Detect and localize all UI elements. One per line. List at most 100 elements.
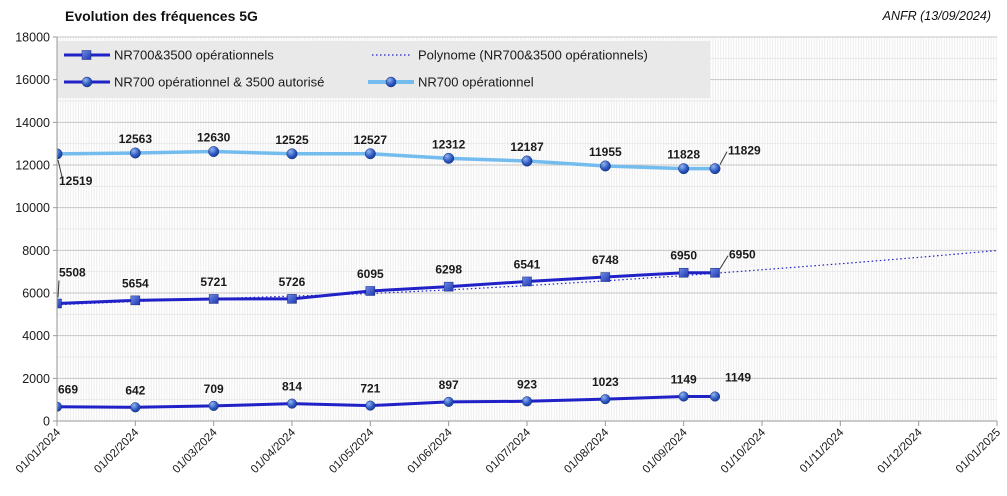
data-label: 5508 <box>59 265 86 279</box>
x-tick-label: 01/01/2025 <box>954 427 1003 476</box>
series-nr700-op-rationnel-3500-autoris: 669 642 709 814 721 897 923 1023 1149 1149 <box>57 370 751 413</box>
y-tick-label: 0 <box>43 415 50 429</box>
legend-label: NR700 opérationnel <box>418 75 534 90</box>
x-tick-label: 01/12/2024 <box>876 426 926 476</box>
data-point-marker <box>710 267 720 278</box>
data-label: 6950 <box>670 249 697 263</box>
legend-label: NR700 opérationnel & 3500 autorisé <box>114 75 324 90</box>
y-tick-label: 16000 <box>15 73 50 87</box>
data-point-marker <box>600 394 611 405</box>
data-labels: 669 642 709 814 721 897 923 1023 1149 1149 <box>58 370 751 397</box>
data-label: 6095 <box>357 267 384 281</box>
data-point-marker <box>208 400 219 411</box>
data-point-marker <box>521 396 533 407</box>
x-tick-label: 01/08/2024 <box>562 426 612 476</box>
data-label: 5654 <box>122 276 149 290</box>
data-point-marker <box>208 146 220 158</box>
data-point-marker <box>443 152 455 164</box>
series-nr700-op-rationnel: 12519 12563 12630 12525 12527 12312 12187 11955… <box>57 131 761 188</box>
data-label: 12312 <box>432 137 466 151</box>
data-point-marker <box>599 160 611 172</box>
legend-item-nr700-op-rationnel-3500-autoris: NR700 opérationnel & 3500 autorisé <box>64 75 324 90</box>
data-labels: 5508 5654 5721 5726 6095 6298 6541 6748 6950 6950 <box>57 248 756 298</box>
legend-item-polynome-nr700-3500-op-rationnels: Polynome (NR700&3500 opérationnels) <box>372 48 648 63</box>
data-point-marker <box>678 267 689 278</box>
chart-title: Evolution des fréquences 5G <box>65 8 258 24</box>
data-point-marker <box>365 400 376 411</box>
data-label: 11828 <box>667 148 700 162</box>
data-point-marker <box>129 147 141 159</box>
series-line <box>57 149 716 171</box>
data-point-marker <box>443 281 454 292</box>
source-attribution: ANFR (13/09/2024) <box>882 9 991 23</box>
data-point-marker <box>709 391 721 402</box>
data-label: 12525 <box>275 133 309 147</box>
data-label: 12563 <box>119 132 153 146</box>
x-tick-label: 01/03/2024 <box>171 426 221 476</box>
data-label: 11955 <box>589 145 622 159</box>
data-point-marker <box>678 163 690 175</box>
x-tick-label: 01/11/2024 <box>798 426 847 475</box>
data-label: 5721 <box>200 275 227 289</box>
y-tick-label: 12000 <box>15 159 50 173</box>
x-tick-label: 01/01/2024 <box>14 426 64 476</box>
legend-item-nr700-op-rationnel: NR700 opérationnel <box>368 75 534 90</box>
legend-label: Polynome (NR700&3500 opérationnels) <box>418 48 648 63</box>
data-label: 6298 <box>435 263 462 277</box>
data-point-marker <box>709 163 721 175</box>
series-nr700-3500-op-rationnels: 5508 5654 5721 5726 6095 6298 6541 6748 6950 6950 <box>57 248 756 309</box>
data-point-marker <box>130 295 141 306</box>
legend-item-nr700-3500-op-rationnels: NR700&3500 opérationnels <box>64 48 274 63</box>
data-label: 814 <box>282 380 302 394</box>
data-label: 923 <box>517 377 537 391</box>
y-tick-label: 8000 <box>22 244 50 258</box>
data-point-marker <box>57 148 63 160</box>
data-point-marker <box>286 148 298 160</box>
data-point-marker <box>678 391 689 402</box>
data-point-marker <box>57 298 62 309</box>
data-labels: 12519 12563 12630 12525 12527 12312 12187 11955… <box>57 131 761 188</box>
series-line <box>57 394 715 409</box>
data-label: 1023 <box>592 375 619 389</box>
data-label: 5726 <box>279 275 306 289</box>
label-leader-line <box>57 280 60 298</box>
data-point-marker <box>208 294 219 304</box>
data-label: 709 <box>204 382 224 396</box>
y-tick-label: 10000 <box>15 201 50 215</box>
data-point-marker <box>364 148 376 160</box>
legend-sample-square-marker <box>81 50 92 60</box>
y-tick-label: 6000 <box>22 287 50 301</box>
legend-label: NR700&3500 opérationnels <box>114 48 274 63</box>
x-tick-label: 01/04/2024 <box>249 426 299 476</box>
data-point-marker <box>521 155 533 167</box>
y-tick-label: 14000 <box>15 116 50 130</box>
x-axis-labels: 01/01/2024 01/02/2024 01/03/2024 01/04/2024… <box>14 421 1003 476</box>
y-tick-label: 18000 <box>15 31 50 45</box>
data-point-marker <box>287 294 297 304</box>
data-label: 12187 <box>510 140 544 154</box>
data-label: 721 <box>360 382 380 396</box>
data-point-marker <box>286 398 298 409</box>
x-tick-label: 01/09/2024 <box>641 426 691 476</box>
x-tick-label: 01/06/2024 <box>406 426 456 476</box>
legend: NR700&3500 opérationnels Polynome (NR700&… <box>57 41 710 98</box>
data-label: 642 <box>125 383 145 397</box>
data-label: 11829 <box>728 144 761 158</box>
data-label: 12519 <box>59 174 93 188</box>
x-tick-label: 01/07/2024 <box>484 426 534 476</box>
legend-sample-circle-marker <box>81 76 93 88</box>
data-point-marker <box>130 402 141 413</box>
y-tick-label: 4000 <box>22 329 50 343</box>
x-tick-label: 01/02/2024 <box>92 426 142 476</box>
x-tick-label: 01/10/2024 <box>719 426 769 476</box>
label-leader-line <box>719 151 728 165</box>
legend-box <box>57 41 710 98</box>
data-point-marker <box>443 396 454 407</box>
data-point-marker <box>600 272 611 282</box>
label-leader-line <box>719 255 729 269</box>
data-label: 12527 <box>354 133 388 147</box>
data-label: 12630 <box>197 131 231 145</box>
data-label: 1149 <box>671 372 697 386</box>
y-tick-label: 2000 <box>22 372 50 386</box>
